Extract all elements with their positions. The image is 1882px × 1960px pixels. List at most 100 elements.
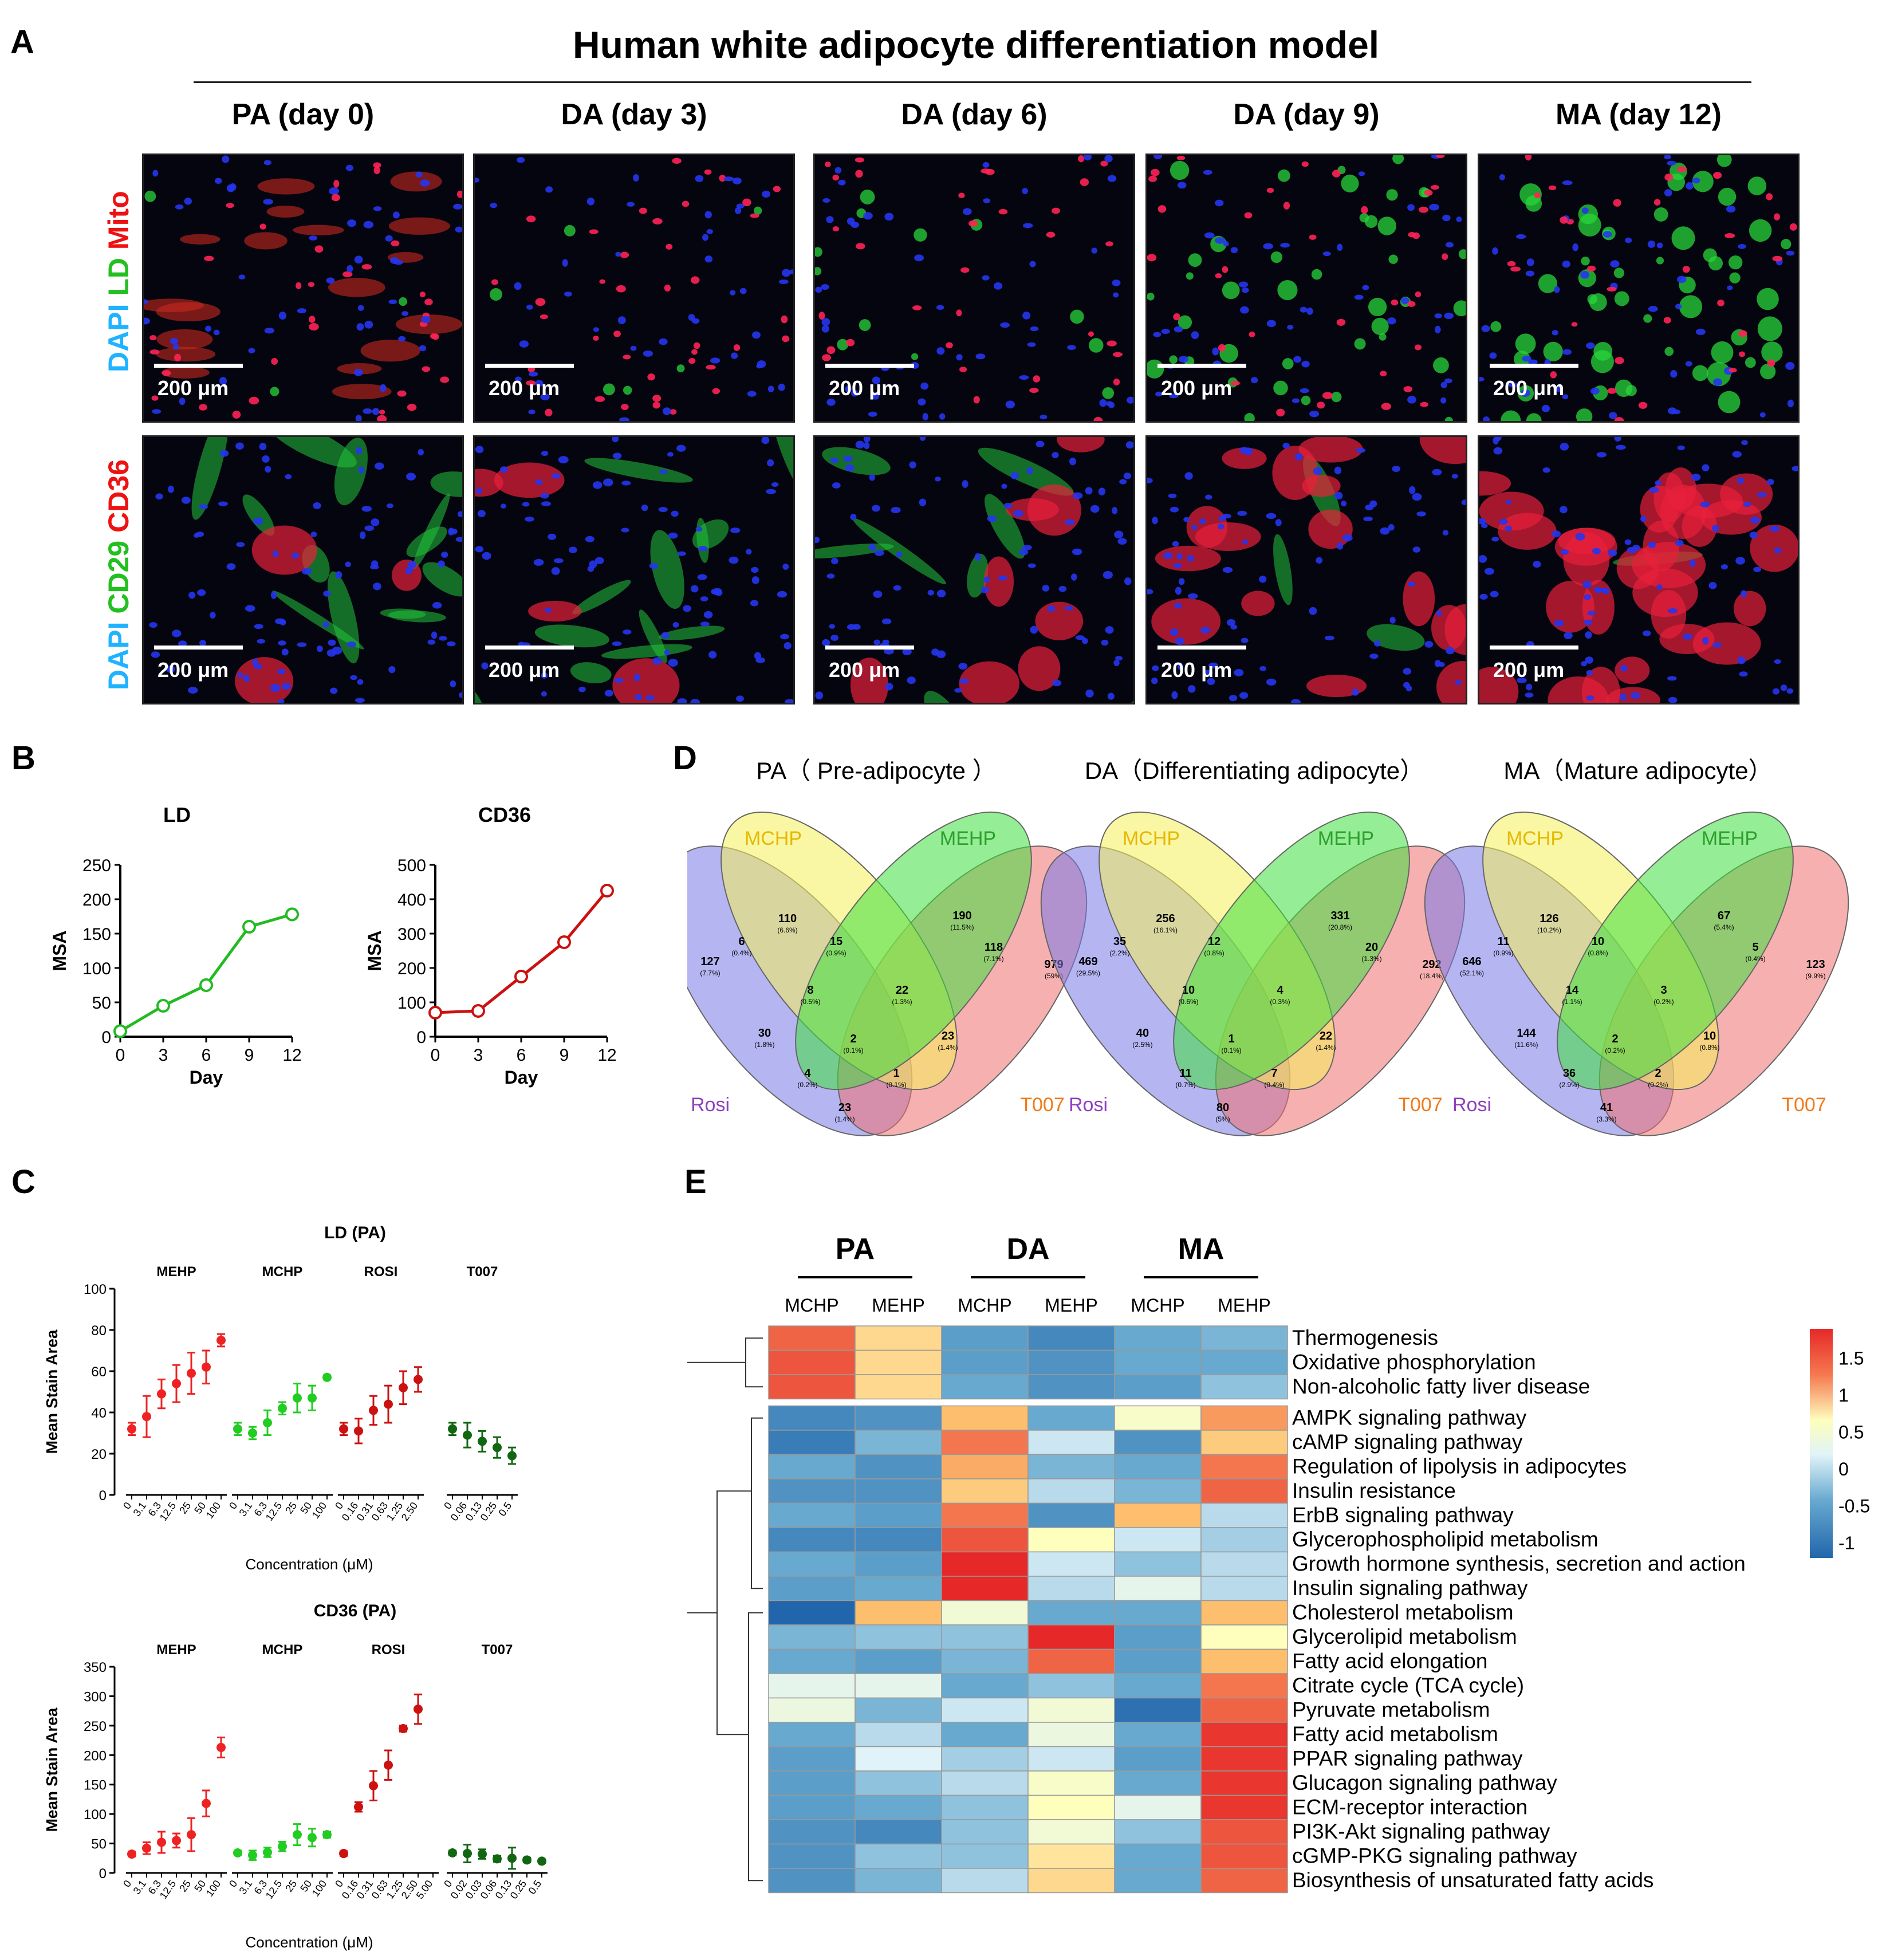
- nucleus: [1702, 636, 1709, 645]
- data-point: [414, 1705, 423, 1714]
- data-point: [127, 1849, 136, 1859]
- lipid-droplet: [860, 189, 875, 204]
- nucleus: [1668, 407, 1677, 415]
- nucleus: [983, 198, 991, 203]
- nucleus: [1003, 503, 1013, 509]
- venn-count: 35: [1113, 935, 1126, 948]
- nucleus: [882, 639, 889, 645]
- heatmap-cell: [855, 1325, 942, 1351]
- nucleus: [264, 328, 274, 334]
- nucleus: [1309, 410, 1320, 418]
- nucleus: [1780, 684, 1787, 691]
- lipid-droplet: [1433, 357, 1449, 373]
- data-point: [339, 1849, 348, 1859]
- venn-title: DA（Differentiating adipocyte）: [1085, 757, 1424, 784]
- nucleus: [766, 489, 776, 494]
- heatmap-cell: [1114, 1624, 1202, 1650]
- y-tick-label: 60: [91, 1364, 107, 1380]
- group-label: T007: [482, 1642, 513, 1658]
- nucleus: [199, 404, 207, 411]
- nucleus: [1430, 184, 1439, 190]
- heatmap-cell: [1200, 1673, 1288, 1699]
- pathway-label: Glycerophospholipid metabolism: [1292, 1528, 1598, 1551]
- nucleus: [704, 211, 712, 219]
- nucleus: [310, 532, 317, 537]
- nucleus: [271, 358, 278, 365]
- cd36-cell: [1057, 437, 1105, 452]
- nucleus: [868, 544, 876, 551]
- nucleus: [181, 497, 191, 504]
- lipid-droplet: [1590, 350, 1614, 373]
- data-point: [384, 1760, 393, 1770]
- nucleus: [398, 336, 406, 342]
- scale-bar: [485, 364, 574, 368]
- venn-count: 41: [1600, 1101, 1613, 1114]
- nucleus: [1608, 549, 1617, 557]
- colorbar-tick: 0: [1838, 1459, 1849, 1479]
- nucleus: [614, 678, 624, 683]
- heatmap-cell: [941, 1794, 1029, 1820]
- nucleus: [1161, 329, 1170, 334]
- heatmap-cell: [1114, 1374, 1202, 1400]
- venn-percent: (11.6%): [1514, 1041, 1538, 1049]
- nucleus: [975, 353, 986, 360]
- lipid-droplet: [815, 247, 822, 257]
- nucleus: [666, 243, 673, 250]
- heatmap-cell: [1027, 1374, 1115, 1400]
- nucleus: [245, 605, 255, 612]
- heatmap-cell: [855, 1843, 942, 1869]
- nucleus: [308, 316, 316, 323]
- heatmap-cell: [768, 1405, 856, 1431]
- heatmap-cell: [1114, 1722, 1202, 1748]
- venn-percent: (0.2%): [1653, 998, 1674, 1006]
- venn-diagram: [687, 811, 1088, 1136]
- column-label: MEHP: [872, 1295, 924, 1316]
- y-tick-label: 350: [84, 1660, 107, 1675]
- heatmap-cell: [941, 1673, 1029, 1699]
- nucleus: [1667, 608, 1678, 613]
- nucleus: [815, 286, 822, 293]
- nucleus: [314, 245, 324, 253]
- nucleus: [357, 305, 364, 311]
- nucleus: [1098, 487, 1106, 495]
- data-point: [157, 1837, 166, 1847]
- nucleus: [785, 699, 793, 703]
- nucleus: [254, 624, 263, 629]
- nucleus: [525, 516, 534, 522]
- row2-dapi: DAPI: [103, 621, 135, 690]
- nucleus: [691, 349, 698, 355]
- nucleus: [1541, 404, 1550, 412]
- cd36-cell: [1546, 581, 1594, 633]
- data-point: [537, 1856, 546, 1866]
- nucleus: [868, 411, 877, 417]
- nucleus: [683, 605, 691, 612]
- nucleus: [1616, 444, 1626, 450]
- cd36-cell: [1479, 667, 1519, 703]
- colorbar-tick: 0.5: [1838, 1422, 1864, 1443]
- nucleus: [441, 552, 448, 558]
- heatmap-cell: [768, 1843, 856, 1869]
- group-label: MCHP: [262, 1642, 303, 1658]
- nucleus: [956, 354, 963, 361]
- nucleus: [695, 526, 703, 532]
- nucleus: [1080, 178, 1089, 186]
- y-tick-label: 0: [101, 1028, 111, 1047]
- heatmap-cell: [1027, 1600, 1115, 1626]
- x-tick-label: 0.5: [526, 1878, 544, 1896]
- nucleus: [1732, 451, 1742, 458]
- nucleus: [1010, 472, 1019, 479]
- data-point: [463, 1849, 472, 1859]
- nucleus: [599, 279, 606, 284]
- nucleus: [662, 407, 671, 415]
- nucleus: [309, 235, 318, 241]
- nucleus: [1407, 395, 1416, 404]
- nucleus: [281, 648, 289, 656]
- heatmap-cell: [855, 1454, 942, 1479]
- nucleus: [188, 687, 198, 694]
- cd29-fiber: [1117, 670, 1133, 703]
- nucleus: [500, 466, 508, 473]
- data-point: [293, 1393, 302, 1403]
- heatmap-cell: [768, 1648, 856, 1674]
- nucleus: [700, 596, 708, 601]
- nucleus: [1575, 533, 1585, 541]
